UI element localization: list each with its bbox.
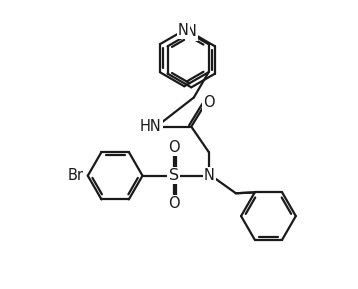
Text: HN: HN [140,119,162,134]
Text: N: N [204,168,215,183]
Text: Br: Br [68,168,83,183]
Text: O: O [168,140,180,155]
Text: O: O [203,95,215,110]
Text: N: N [186,24,197,39]
Text: O: O [168,196,180,211]
Text: S: S [169,168,179,183]
Text: N: N [178,23,189,38]
